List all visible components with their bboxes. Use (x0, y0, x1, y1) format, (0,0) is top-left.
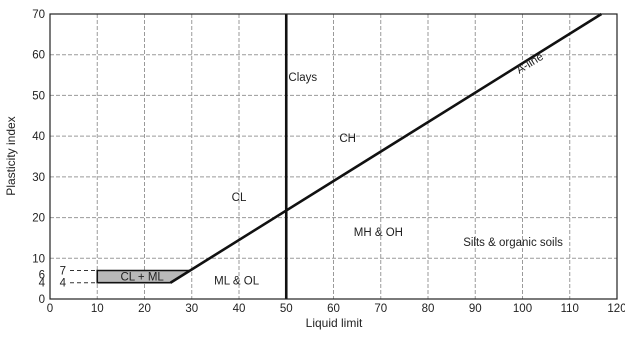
y-tick-label: 50 (32, 90, 45, 102)
y-tick-label: 40 (32, 131, 45, 143)
y-tick-label: 4 (39, 278, 46, 290)
x-tick-label: 80 (422, 303, 435, 315)
annotation-cl: CL (232, 192, 247, 204)
x-tick-label: 40 (233, 303, 246, 315)
series-layer (169, 12, 603, 299)
y-tick-label: 20 (32, 213, 45, 225)
axis-layer (49, 13, 618, 300)
x-tick-label: 120 (607, 303, 625, 315)
y-tick-label: 6 (39, 270, 45, 282)
annotation-layer: Clays CH CL MH & OH Silts & organic soils ML … (120, 51, 563, 288)
y-axis-label: Plasticity index (4, 116, 18, 195)
reference-label-7: 7 (60, 266, 66, 278)
y-tick-label: 70 (32, 9, 45, 21)
annotation-ml-ol: ML & OL (214, 276, 260, 288)
x-tick-label: 100 (513, 303, 532, 315)
x-tick-label: 0 (47, 303, 53, 315)
grid-layer (50, 14, 617, 299)
x-tick-label: 60 (327, 303, 340, 315)
annotation-silts-organic-soils: Silts & organic soils (463, 237, 563, 249)
x-tick-label: 30 (185, 303, 198, 315)
annotation-clays: Clays (288, 72, 317, 84)
reference-label-4: 4 (60, 278, 67, 290)
x-axis-label: Liquid limit (306, 316, 363, 330)
y-tick-label: 0 (39, 294, 45, 306)
x-tick-label: 110 (561, 303, 579, 315)
a-line (169, 12, 603, 284)
x-tick-label: 70 (374, 303, 387, 315)
plot-frame (49, 13, 618, 300)
annotation-cl-ml: CL + ML (120, 272, 164, 284)
y-tick-label: 10 (32, 253, 45, 265)
tick-layer: 0 10 20 30 40 50 60 70 80 90 100 110 120 0 10 20 30 40 50 6… (32, 9, 625, 315)
x-tick-label: 20 (138, 303, 151, 315)
annotation-mh-oh: MH & OH (354, 227, 403, 239)
y-tick-label: 30 (32, 172, 45, 184)
annotation-ch: CH (339, 133, 356, 145)
y-tick-label: 60 (32, 50, 45, 62)
x-tick-label: 50 (280, 303, 293, 315)
x-tick-label: 10 (91, 303, 104, 315)
x-tick-label: 90 (469, 303, 482, 315)
